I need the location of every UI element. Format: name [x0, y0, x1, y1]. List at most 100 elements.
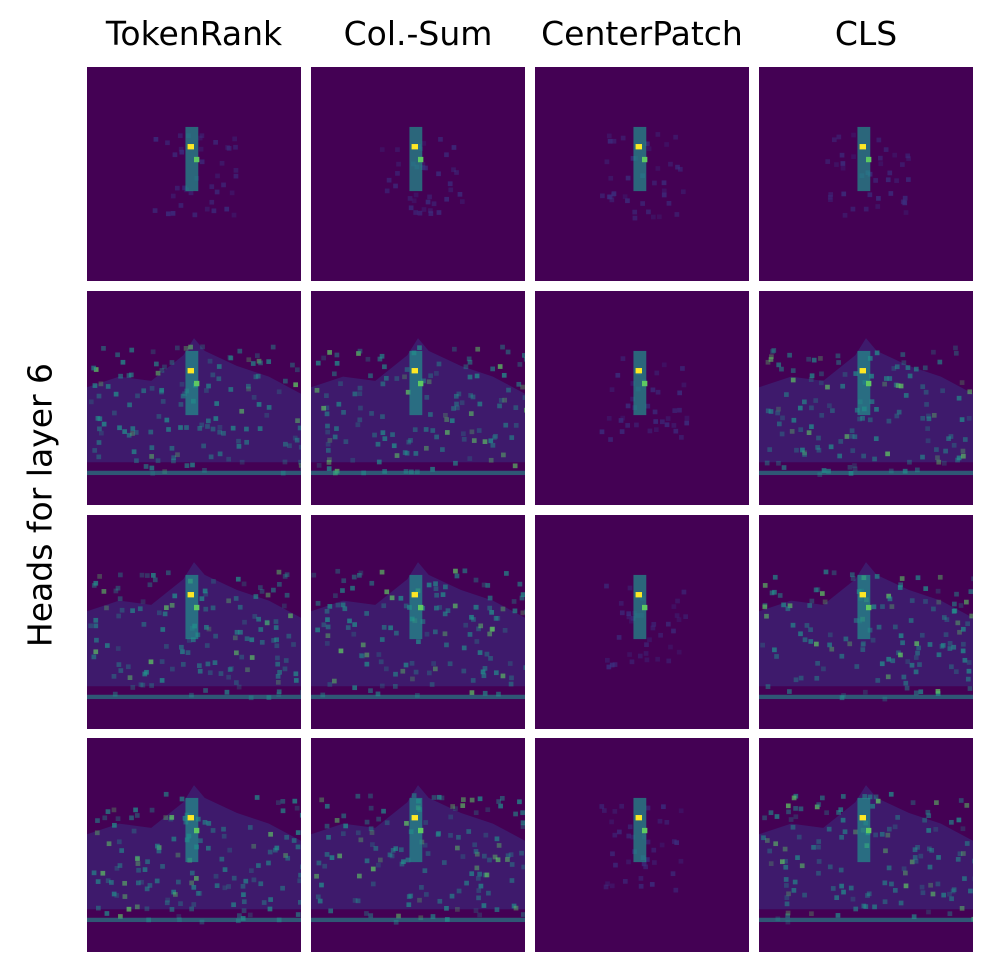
attention-cell: [473, 604, 478, 610]
attention-cell: [196, 663, 202, 669]
horizon-band: [87, 470, 301, 476]
attention-cell: [444, 430, 450, 435]
attention-cell: [632, 209, 638, 215]
attention-cell: [156, 414, 162, 419]
attention-cell: [684, 420, 690, 426]
attention-cell: [861, 453, 866, 459]
attention-cell: [609, 819, 614, 825]
attention-cell: [827, 642, 832, 648]
attention-cell: [955, 856, 961, 862]
attention-cell: [630, 396, 635, 402]
attention-cell: [445, 608, 451, 614]
attention-cell: [477, 401, 483, 407]
attention-cell: [98, 430, 104, 436]
attention-cell: [421, 141, 427, 146]
attention-cell: [169, 602, 175, 608]
attention-cell: [298, 459, 301, 465]
attention-cell: [469, 690, 475, 695]
attention-cell: [610, 192, 616, 198]
attention-cell: [888, 191, 894, 196]
attention-cell: [882, 880, 888, 886]
attention-cell: [601, 808, 607, 813]
attention-cell: [224, 206, 230, 212]
attention-cell: [197, 426, 203, 431]
attention-cell: [257, 585, 263, 590]
attention-cell: [914, 641, 920, 646]
attention-cell: [827, 632, 833, 638]
attention-cell: [481, 853, 487, 859]
attention-cell: [882, 696, 888, 702]
attention-cell: [173, 892, 178, 897]
attention-cell: [683, 614, 689, 620]
attention-cell: [813, 641, 819, 647]
attention-cell: [842, 212, 848, 218]
attention-cell: [364, 661, 370, 667]
attention-cell: [461, 431, 466, 437]
attention-cell: [870, 637, 876, 643]
attention-cell: [830, 408, 835, 413]
attention-cell: [266, 860, 271, 866]
attention-cell: [434, 592, 439, 598]
attention-cell: [647, 428, 653, 434]
attention-cell: [426, 670, 432, 676]
attention-cell: [964, 599, 969, 605]
attention-cell: [499, 795, 505, 801]
attention-cell: [485, 583, 491, 588]
attention-cell: [475, 876, 481, 881]
attention-cell: [965, 676, 971, 682]
attention-cell: [659, 842, 665, 848]
attention-cell: [169, 907, 175, 912]
attention-cell: [924, 402, 929, 407]
attention-cell: [834, 895, 840, 900]
attention-cell: [364, 858, 370, 864]
attention-cell: [898, 633, 904, 639]
attention-cell: [237, 604, 243, 610]
attention-cell: [664, 422, 670, 428]
attention-cell: [517, 799, 522, 805]
attention-cell: [275, 674, 281, 679]
attention-cell: [126, 373, 132, 378]
attention-cell: [616, 635, 622, 640]
attention-cell: [847, 641, 853, 647]
attention-cell: [101, 421, 107, 427]
attention-cell: [502, 397, 508, 403]
attention-cell: [471, 617, 476, 622]
attention-cell: [513, 423, 519, 428]
attention-cell: [182, 815, 188, 821]
attention-cell: [360, 653, 365, 659]
attention-cell: [951, 442, 957, 448]
attention-cell: [895, 383, 901, 388]
attention-cell: [886, 826, 892, 832]
attention-cell: [875, 678, 881, 683]
attention-cell: [654, 370, 660, 376]
attention-cell: [493, 433, 498, 439]
attention-cell: [926, 846, 932, 852]
attention-cell: [852, 463, 857, 468]
attention-cell: [860, 647, 866, 652]
attention-cell: [928, 882, 933, 888]
attention-cell: [95, 879, 101, 884]
attention-cell: [174, 185, 180, 191]
attention-cell: [839, 152, 845, 158]
attention-cell: [865, 893, 870, 898]
attention-cell: [177, 133, 183, 139]
attention-cell: [202, 467, 207, 473]
attention-cell: [324, 608, 330, 614]
attention-cell: [645, 839, 651, 845]
attention-cell: [609, 662, 615, 668]
attention-cell: [276, 692, 282, 697]
attention-cell: [626, 611, 632, 617]
attention-cell: [887, 376, 893, 381]
attention-cell: [182, 391, 187, 397]
attention-cell: [789, 429, 795, 434]
attention-cell: [620, 415, 626, 421]
heatmap-panel-colsum-head-4: [311, 738, 525, 952]
attention-cell: [209, 199, 215, 205]
attention-cell: [926, 413, 931, 419]
attention-cell: [957, 851, 963, 857]
attention-cell: [422, 868, 428, 874]
attention-cell: [503, 422, 509, 428]
column-title-colsum: Col.-Sum: [343, 14, 493, 53]
attention-cell: [827, 403, 832, 409]
attention-cell: [204, 643, 210, 648]
